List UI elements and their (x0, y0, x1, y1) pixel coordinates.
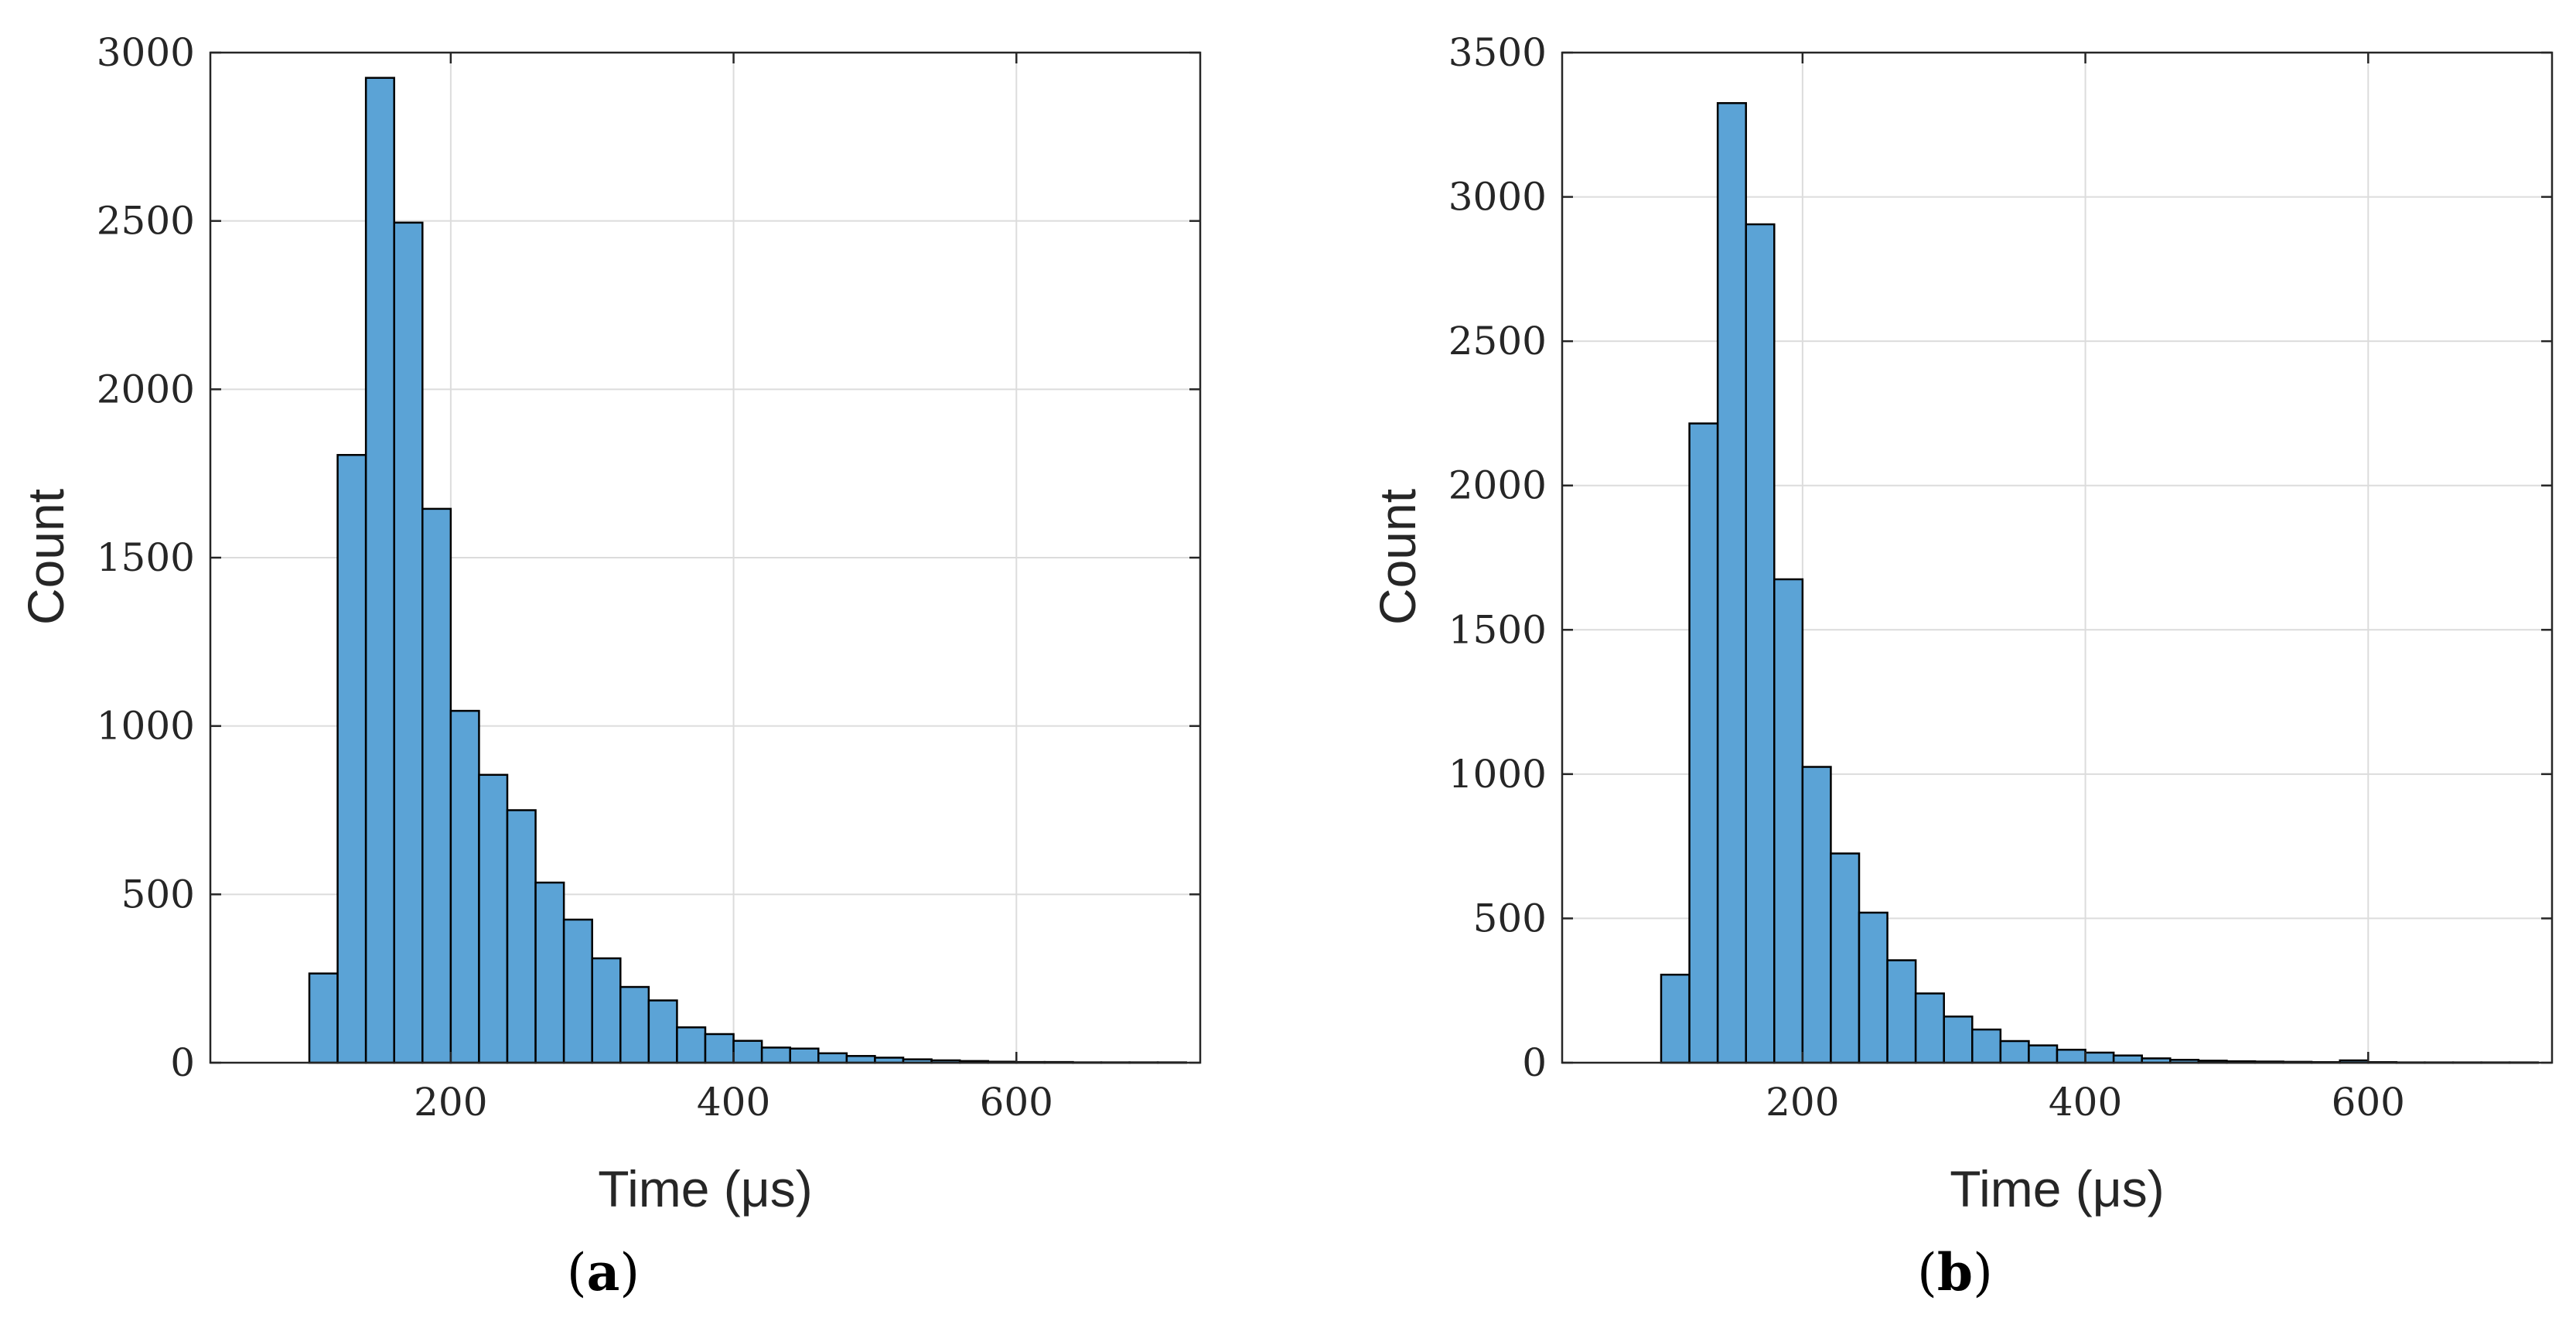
histogram-bar (760, 1046, 791, 1064)
y-tick-label: 1000 (1448, 752, 1547, 797)
y-tick-labels: 0 500 1000 1500 2000 2500 3000 (97, 30, 195, 1085)
x-tick-label: 200 (414, 1080, 487, 1125)
histogram-bar (534, 881, 565, 1064)
histogram-bar (619, 985, 650, 1064)
y-tick-label: 1500 (97, 535, 195, 580)
y-tick-label: 2000 (1448, 463, 1547, 508)
y-tick-label: 2000 (97, 367, 195, 411)
histogram-bar (1830, 852, 1861, 1064)
histogram-bar (1886, 959, 1917, 1064)
y-tick-label: 1000 (97, 704, 195, 749)
histogram-bar (1971, 1028, 2002, 1064)
histogram-bar (1660, 973, 1691, 1064)
histogram-bar (789, 1047, 820, 1064)
panel-label-b: b (1937, 1242, 1973, 1302)
x-tick-label: 200 (1766, 1080, 1839, 1125)
histogram-bar (2084, 1051, 2115, 1064)
y-tick-label: 500 (121, 872, 195, 917)
histogram-bar (308, 972, 339, 1064)
y-tick-label: 3000 (97, 30, 195, 75)
histogram-bar (1801, 766, 1832, 1064)
axes-box (1561, 51, 2554, 1064)
x-tick-label: 600 (2332, 1080, 2405, 1125)
histogram-bar (421, 507, 452, 1064)
y-tick-label: 3500 (1448, 30, 1547, 75)
histogram-panel-a: 200 400 600 0 500 1000 1500 2000 2500 3000 Time … (17, 30, 1202, 1302)
histogram-bar (506, 809, 537, 1064)
y-tick-label: 2500 (97, 199, 195, 244)
panel-label-a: a (587, 1242, 620, 1302)
y-axis-title: Count (17, 489, 74, 625)
histogram-bar (393, 221, 424, 1064)
y-tick-label: 0 (170, 1040, 195, 1085)
histogram-bar (1943, 1016, 1974, 1064)
x-tick-labels: 200 400 600 (1766, 1080, 2405, 1125)
y-tick-label: 0 (1522, 1040, 1547, 1085)
y-tick-label: 500 (1473, 896, 1547, 941)
y-tick-label: 2500 (1448, 319, 1547, 364)
x-axis-title: Time (μs) (1950, 1160, 2165, 1217)
histogram-bar (1745, 223, 1776, 1064)
histogram-bar (1716, 102, 1747, 1064)
histogram-bar (1773, 578, 1804, 1064)
histogram-bar (591, 957, 622, 1064)
histogram-bar (1914, 992, 1945, 1064)
x-tick-label: 600 (980, 1080, 1053, 1125)
panel-caption-a: (a) (567, 1242, 640, 1302)
histogram-bar (2028, 1044, 2059, 1064)
histogram-bar (2056, 1048, 2086, 1064)
axes-box (209, 51, 1202, 1064)
y-tick-label: 3000 (1448, 175, 1547, 220)
histogram-bar (562, 918, 593, 1064)
x-tick-label: 400 (697, 1080, 770, 1125)
histogram-bar (364, 77, 395, 1064)
histogram-bar (817, 1052, 848, 1064)
histogram-bar (1858, 911, 1888, 1064)
histogram-bar (704, 1033, 735, 1064)
y-tick-label: 1500 (1448, 607, 1547, 652)
panel-caption-b: (b) (1917, 1242, 1993, 1302)
x-tick-label: 400 (2049, 1080, 2122, 1125)
histogram-panel-b: 200 400 600 0 500 1000 1500 2000 2500 3000 3500 T… (1369, 30, 2554, 1302)
x-tick-labels: 200 400 600 (414, 1080, 1053, 1125)
histogram-bar (676, 1026, 707, 1064)
histogram-bar (845, 1055, 876, 1064)
x-axis-title: Time (μs) (598, 1160, 813, 1217)
histogram-bar (1999, 1040, 2030, 1064)
histogram-bars (308, 77, 1187, 1064)
histogram-bar (2112, 1054, 2143, 1064)
histogram-bar (478, 773, 509, 1064)
histogram-bar (449, 709, 480, 1064)
histogram-bar (647, 999, 678, 1064)
y-axis-title: Count (1369, 489, 1426, 625)
histogram-bar (336, 453, 367, 1064)
histogram-bar (1688, 422, 1719, 1064)
histogram-bar (732, 1040, 763, 1064)
axes-frame (1561, 51, 2554, 1064)
y-tick-labels: 0 500 1000 1500 2000 2500 3000 3500 (1448, 30, 1547, 1085)
